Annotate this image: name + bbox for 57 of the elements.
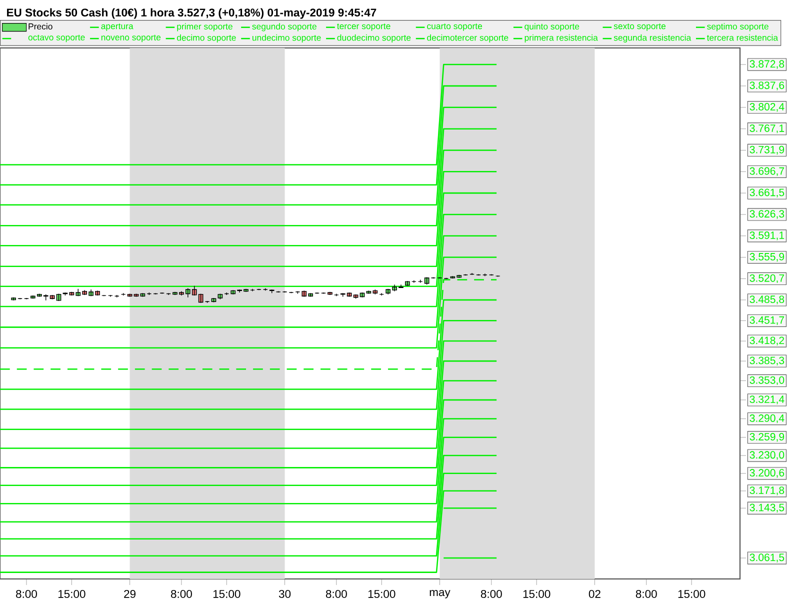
x-tick-label: 15:00: [678, 590, 706, 598]
x-tick-label: 8:00: [480, 590, 502, 598]
legend-label: apertura: [101, 23, 134, 31]
y-tick-label: 3.451,7: [750, 316, 784, 326]
y-tick-label: 3.626,3: [750, 210, 784, 219]
legend-label: primera resistencia: [524, 34, 598, 42]
y-tick-label: 3.802,4: [750, 103, 784, 112]
legend-label: noveno soporte: [101, 34, 161, 42]
y-tick-label: 3.520,7: [750, 274, 784, 284]
x-tick-label: 29: [124, 590, 136, 598]
y-tick-label: 3.591,1: [750, 232, 784, 240]
legend-label: Precio: [28, 23, 52, 30]
y-tick-label: 3.321,4: [750, 396, 784, 404]
y-tick-label: 3.696,7: [750, 167, 784, 176]
legend-label: tercera resistencia: [706, 34, 778, 41]
x-tick-label: 15:00: [58, 590, 86, 598]
legend-label: sexto soporte: [614, 23, 666, 31]
y-tick-label: 3.418,2: [750, 336, 784, 346]
y-tick-label: 3.385,3: [750, 356, 784, 366]
x-tick-label: 15:00: [368, 590, 396, 598]
y-tick-label: 3.353,0: [750, 376, 784, 386]
legend-label: cuarto soporte: [427, 23, 482, 31]
y-tick-label: 3.555,9: [750, 252, 784, 262]
legend-label: quinto soporte: [524, 23, 580, 32]
legend-label: decimo soporte: [177, 34, 236, 42]
legend-label: segunda resistencia: [614, 34, 692, 42]
x-tick-label: 15:00: [213, 590, 240, 598]
x-tick-label: 15:00: [523, 590, 550, 598]
chart-title: EU Stocks 50 Cash (10€) 1 hora 3.527,3 (+0,18%) 01-may-2019 9:45:47: [7, 8, 376, 19]
legend-label: decimotercer soporte: [427, 34, 508, 42]
y-tick-label: 3.061,5: [750, 554, 784, 562]
y-tick-label: 3.767,1: [750, 124, 784, 134]
x-tick-label: 8:00: [170, 590, 192, 598]
y-tick-label: 3.661,5: [750, 188, 784, 198]
x-tick-label: 30: [278, 590, 291, 598]
y-tick-label: 3.872,8: [750, 60, 784, 69]
legend-label: duodecimo soporte: [337, 34, 411, 42]
y-tick-label: 3.485,8: [750, 296, 784, 304]
x-tick-label: may: [430, 590, 450, 598]
y-tick-label: 3.259,9: [750, 432, 784, 442]
y-tick-label: 3.290,4: [750, 414, 784, 424]
y-tick-label: 3.143,5: [750, 504, 784, 512]
x-tick-label: 8:00: [16, 590, 37, 598]
legend-label: septimo soporte: [707, 23, 768, 32]
legend-label: octavo soporte: [28, 34, 85, 42]
x-tick-label: 8:00: [326, 590, 347, 598]
y-tick-label: 3.171,8: [750, 486, 784, 496]
x-tick-label: 8:00: [636, 590, 657, 598]
legend-label: undecimo soporte: [252, 34, 321, 42]
x-tick-label: 02: [588, 590, 600, 598]
y-tick-label: 3.230,0: [750, 451, 784, 460]
legend-label: segundo soporte: [252, 23, 316, 32]
y-tick-label: 3.731,9: [750, 146, 784, 155]
y-tick-label: 3.200,6: [750, 469, 784, 478]
y-tick-label: 3.837,6: [750, 82, 784, 90]
legend-label: primer soporte: [177, 23, 232, 32]
legend-label: tercer soporte: [337, 23, 390, 31]
